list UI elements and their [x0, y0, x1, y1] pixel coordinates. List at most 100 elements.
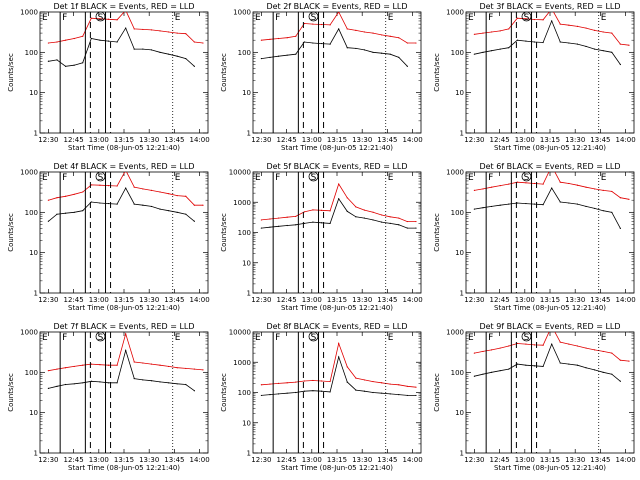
events-series-line-point — [303, 390, 305, 392]
lld-series-line-point — [355, 29, 357, 31]
y-tick-label: 1 — [34, 130, 38, 138]
lld-series-line-point — [168, 31, 170, 33]
lld-series-line-point — [277, 37, 280, 40]
lld-series-line-point — [312, 23, 314, 25]
lld-series-line-point — [329, 24, 331, 26]
events-series-line-point — [533, 41, 536, 43]
lld-series-line-point — [406, 220, 408, 223]
panel-7: Det 7f BLACK = Events, RED = LLD 1 10 100 10… — [7, 322, 210, 472]
x-tick-label: 13:30 — [565, 296, 585, 304]
x-tick-label: 12:30 — [38, 136, 58, 144]
x-tick-label: 13:00 — [515, 136, 535, 144]
x-tick-label: 12:30 — [251, 456, 271, 464]
x-axis-label: Start Time (08-Jun-05 12:21:40) — [494, 304, 606, 312]
y-tick-label: 100 — [25, 49, 38, 57]
events-series-line-point — [286, 54, 288, 56]
lld-series-line-point — [142, 362, 144, 364]
panel-title: Det 1f BLACK = Events, RED = LLD — [53, 2, 194, 11]
events-series-line-point — [602, 50, 604, 52]
events-series-line-point — [346, 210, 348, 212]
events-series-line-point — [499, 48, 501, 50]
events-series-line-point — [559, 362, 561, 364]
events-series-line-point — [47, 60, 50, 62]
lld-series-line-point — [594, 188, 596, 190]
lld-series-line-point — [260, 384, 262, 386]
events-series-line-point — [64, 383, 67, 386]
marker-label: S — [98, 13, 104, 23]
events-series-line — [474, 19, 621, 65]
y-tick-label: 1000 — [233, 9, 251, 17]
data-layer — [260, 183, 417, 229]
marker-label: E — [601, 13, 607, 23]
events-series-line-point — [312, 390, 314, 392]
lld-series-line-point — [150, 363, 153, 365]
lld-series-line-point — [585, 347, 587, 349]
lld-series-line-point — [398, 384, 400, 386]
lld-series-line-point — [277, 217, 280, 219]
y-tick-label: 10 — [29, 249, 38, 257]
y-axis-label: Counts/sec — [7, 53, 15, 92]
y-tick-label: 10 — [455, 409, 464, 417]
lld-series-line-point — [619, 359, 621, 361]
events-series-line-point — [320, 42, 323, 45]
x-tick-label: 13:45 — [377, 136, 397, 144]
events-series-line-point — [611, 211, 613, 213]
events-series-line-point — [269, 226, 271, 228]
lld-series-line-point — [611, 32, 613, 34]
events-series-line-point — [159, 51, 161, 53]
lld-series-line-point — [542, 19, 544, 21]
events-series-line-point — [551, 187, 553, 189]
x-tick-label: 12:45 — [64, 296, 84, 304]
x-tick-label: 14:00 — [616, 456, 636, 464]
marker-label: E — [601, 333, 607, 343]
lld-series-line-point — [159, 191, 161, 193]
lld-series-line-point — [482, 350, 484, 353]
events-series-line-point — [619, 380, 621, 382]
events-series-line-point — [576, 43, 579, 45]
events-series-line-point — [159, 208, 161, 210]
lld-series-line-point — [64, 39, 67, 41]
lld-series-line-point — [338, 342, 340, 344]
events-series-line-point — [516, 363, 518, 365]
x-tick-label: 12:45 — [277, 456, 297, 464]
events-series-line-point — [56, 385, 58, 387]
marker-label: F — [275, 333, 280, 343]
events-series-line-point — [269, 56, 271, 58]
x-tick-label: 12:45 — [490, 296, 510, 304]
lld-series-line-point — [90, 17, 92, 19]
x-tick-label: 13:45 — [590, 296, 610, 304]
lld-series-line-point — [202, 42, 204, 44]
x-tick-label: 12:45 — [490, 136, 510, 144]
lld-series-line-point — [56, 368, 58, 370]
lld-series-line-point — [193, 204, 195, 206]
marker-label: S — [524, 13, 530, 23]
events-series-line — [261, 355, 416, 396]
x-tick-label: 13:30 — [352, 456, 372, 464]
events-series-line-point — [499, 370, 501, 372]
events-series-line-point — [381, 52, 383, 54]
marker-label: S — [311, 333, 317, 343]
events-series-line — [48, 348, 195, 392]
x-tick-label: 13:45 — [590, 456, 610, 464]
marker-label: E — [468, 333, 474, 343]
events-series-line-point — [303, 222, 305, 224]
lld-series-line-point — [168, 193, 170, 195]
x-tick-label: 12:30 — [38, 296, 58, 304]
lld-series-line-point — [499, 185, 501, 187]
panel-title: Det 8f BLACK = Events, RED = LLD — [266, 322, 407, 331]
marker-label: S — [98, 173, 104, 183]
events-series-line-point — [389, 53, 391, 55]
events-series-line-point — [482, 51, 484, 53]
lld-series-line-point — [619, 197, 621, 199]
x-tick-label: 14:00 — [403, 296, 423, 304]
lld-series-line-point — [73, 193, 75, 195]
lld-series-line-point — [542, 183, 544, 185]
x-tick-label: 13:00 — [302, 296, 322, 304]
lld-series-line-point — [47, 199, 50, 201]
lld-series-line-point — [559, 181, 561, 183]
x-tick-label: 12:45 — [64, 456, 84, 464]
events-series-line-point — [551, 20, 553, 22]
lld-series-line-point — [99, 364, 101, 366]
events-series-line-point — [533, 203, 536, 205]
lld-series-line-point — [473, 352, 475, 354]
